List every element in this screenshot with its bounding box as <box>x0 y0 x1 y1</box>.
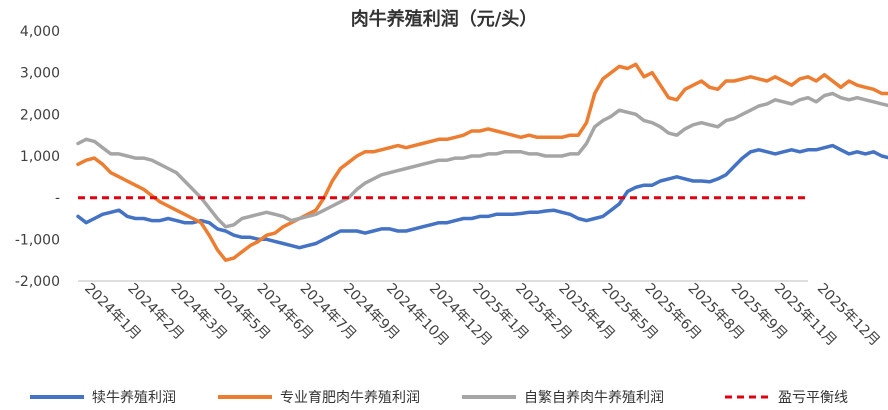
y-tick-label: -1,000 <box>15 232 60 248</box>
series-line-1 <box>76 62 888 262</box>
legend-label: 专业育肥肉牛养殖利润 <box>280 389 420 406</box>
legend: 犊牛养殖利润 专业育肥肉牛养殖利润 自繁自养肉牛养殖利润 盈亏平衡线 <box>30 389 848 406</box>
y-tick-label: 2,000 <box>20 107 60 123</box>
legend-label: 自繁自养肉牛养殖利润 <box>524 389 664 406</box>
y-tick-label: 1,000 <box>20 149 60 165</box>
y-tick-label: -2,000 <box>15 274 60 290</box>
chart-title: 肉牛养殖利润（元/头） <box>351 8 538 30</box>
legend-label: 犊牛养殖利润 <box>92 389 176 406</box>
series-line-2 <box>76 91 888 229</box>
y-tick-label: 4,000 <box>20 24 60 40</box>
x-axis-labels: 2024年1月2024年2月2024年3月2024年5月2024年6月2024年… <box>81 281 883 350</box>
series-layer <box>76 62 888 262</box>
y-tick-label: 3,000 <box>20 66 60 82</box>
legend-label: 盈亏平衡线 <box>778 390 848 406</box>
y-axis-labels: 4,000 3,000 2,000 1,000 - -1,000 -2,000 <box>15 24 60 290</box>
y-tick-label: - <box>55 191 60 207</box>
series-line-0 <box>76 143 888 250</box>
